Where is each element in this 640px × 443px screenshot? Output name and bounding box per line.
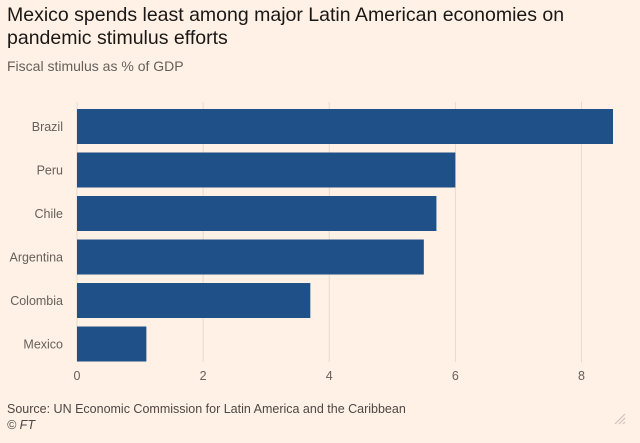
bar-colombia (77, 283, 311, 318)
bar-peru (77, 152, 456, 188)
bars (77, 109, 613, 362)
category-label: Colombia (10, 294, 63, 308)
x-tick-label: 6 (452, 369, 459, 383)
resize-handle-icon (614, 413, 626, 425)
category-label: Mexico (23, 338, 63, 352)
bar-chart: Brazil Peru Chile Argentina Colombia Mexico 0… (9, 102, 613, 383)
ft-credit: © FT (7, 418, 35, 432)
category-label: Brazil (32, 120, 63, 134)
category-label: Chile (35, 207, 64, 221)
source-note: Source: UN Economic Commission for Latin… (7, 402, 406, 416)
x-tick-label: 0 (74, 369, 81, 383)
x-axis-tick-labels: 0 2 4 6 8 (74, 369, 585, 383)
x-tick-label: 8 (578, 369, 585, 383)
bar-brazil (77, 109, 613, 144)
x-tick-label: 2 (200, 369, 207, 383)
x-tick-label: 4 (326, 369, 333, 383)
gridlines (76, 102, 582, 362)
category-labels: Brazil Peru Chile Argentina Colombia Mexico (9, 120, 63, 352)
chart-subtitle: Fiscal stimulus as % of GDP (7, 58, 184, 74)
bar-mexico (77, 326, 147, 362)
category-label: Peru (37, 164, 63, 178)
chart-title: Mexico spends least among major Latin Am… (7, 4, 565, 49)
category-label: Argentina (9, 251, 63, 265)
bar-chile (77, 196, 437, 231)
bar-argentina (77, 239, 424, 275)
